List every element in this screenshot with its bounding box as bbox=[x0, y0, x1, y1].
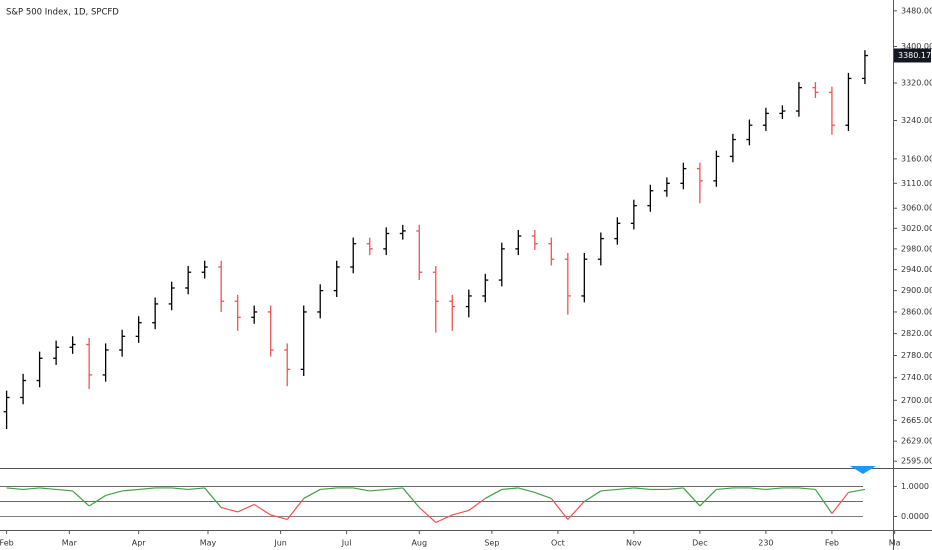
x-tick-label: Nov bbox=[626, 539, 642, 548]
x-tick-label: Jul bbox=[341, 539, 352, 548]
oscillator-segment bbox=[550, 498, 569, 520]
oscillator-segment bbox=[253, 503, 272, 516]
y-tick-label: 2980.00 bbox=[901, 244, 932, 253]
oscillator-segment bbox=[39, 487, 57, 491]
last-price-label: 3380.17 bbox=[898, 51, 931, 60]
y-tick-label: 2860.00 bbox=[901, 307, 932, 316]
oscillator-segment bbox=[485, 488, 503, 499]
oscillator-segment bbox=[188, 487, 205, 491]
oscillator-segment bbox=[270, 514, 288, 521]
oscillator-segment bbox=[88, 494, 106, 507]
oscillator-segment bbox=[682, 487, 701, 507]
y-tick-label: 3320.00 bbox=[901, 79, 932, 88]
oscillator-segment bbox=[369, 488, 387, 492]
oscillator-segment bbox=[848, 488, 866, 494]
chart-title: S&P 500 Index, 1D, SPCFD bbox=[6, 8, 119, 18]
y-tick-label: 2595.00 bbox=[901, 457, 932, 466]
oscillator-segment bbox=[23, 487, 40, 491]
oscillator-segment bbox=[237, 503, 255, 513]
last-price-box bbox=[894, 48, 931, 63]
oscillator-segment bbox=[468, 497, 486, 511]
y-tick-label: 3480.00 bbox=[901, 6, 932, 15]
oscillator-segment bbox=[171, 487, 189, 491]
oscillator-segment bbox=[831, 492, 849, 514]
oscillator-segment bbox=[105, 490, 123, 497]
marker bbox=[850, 466, 876, 474]
oscillator-segment bbox=[699, 489, 717, 507]
y-tick-label: 2940.00 bbox=[901, 265, 932, 274]
x-tick-label: Ma bbox=[889, 539, 901, 548]
y-tick-label: 2740.00 bbox=[901, 373, 932, 382]
x-tick-label: Feb bbox=[825, 539, 839, 548]
y-tick-label: 2900.00 bbox=[901, 286, 932, 295]
oscillator-segment bbox=[452, 509, 469, 516]
x-tick-label: Aug bbox=[411, 539, 427, 548]
oscillator-segment bbox=[534, 491, 552, 500]
oscillator-segment bbox=[765, 487, 783, 491]
oscillator-segment bbox=[122, 488, 139, 492]
y-tick-label: 3020.00 bbox=[901, 224, 932, 233]
oscillator-segment bbox=[418, 507, 437, 523]
x-tick-label: 230 bbox=[758, 539, 773, 548]
y-tick-label: 3160.00 bbox=[901, 154, 932, 163]
oscillator-segment bbox=[138, 487, 156, 491]
x-tick-label: Sep bbox=[484, 539, 499, 548]
x-tick-label: May bbox=[200, 539, 217, 548]
oscillator-segment bbox=[435, 514, 453, 524]
oscillator-segment bbox=[303, 488, 321, 499]
y-tick-label: 0.0000 bbox=[901, 512, 929, 521]
y-tick-label: 2629.00 bbox=[901, 437, 932, 446]
oscillator-segment bbox=[221, 506, 238, 513]
oscillator-segment bbox=[320, 487, 337, 491]
y-tick-label: 1.0000 bbox=[901, 482, 929, 491]
y-tick-label: 2700.00 bbox=[901, 396, 932, 405]
oscillator-segment bbox=[749, 487, 766, 491]
oscillator-segment bbox=[633, 487, 651, 491]
y-tick-label: 2820.00 bbox=[901, 329, 932, 338]
x-tick-label: Dec bbox=[692, 539, 707, 548]
oscillator-segment bbox=[666, 487, 684, 491]
y-tick-label: 2665.00 bbox=[901, 416, 932, 425]
oscillator-segment bbox=[286, 498, 305, 520]
oscillator-segment bbox=[72, 490, 90, 507]
oscillator-segment bbox=[204, 487, 222, 508]
oscillator-segment bbox=[6, 487, 24, 491]
oscillator-segment bbox=[56, 488, 73, 492]
y-tick-label: 3060.00 bbox=[901, 204, 932, 213]
y-tick-label: 2780.00 bbox=[901, 351, 932, 360]
oscillator-segment bbox=[501, 487, 519, 491]
x-tick-label: Feb bbox=[0, 539, 14, 548]
x-tick-label: Oct bbox=[551, 539, 565, 548]
oscillator-segment bbox=[518, 487, 535, 494]
oscillator-segment bbox=[386, 487, 403, 491]
oscillator-segment bbox=[798, 487, 816, 491]
oscillator-segment bbox=[617, 487, 634, 491]
oscillator-segment bbox=[600, 488, 618, 492]
oscillator-segment bbox=[716, 487, 733, 491]
oscillator-segment bbox=[567, 501, 585, 520]
y-tick-label: 3110.00 bbox=[901, 179, 932, 188]
oscillator-segment bbox=[402, 487, 420, 508]
x-tick-label: Jun bbox=[273, 539, 287, 548]
y-tick-label: 3400.00 bbox=[901, 42, 932, 51]
x-tick-label: Mar bbox=[62, 539, 78, 548]
oscillator-segment bbox=[584, 490, 602, 502]
y-tick-label: 3240.00 bbox=[901, 116, 932, 125]
oscillator-segment bbox=[353, 487, 370, 492]
oscillator-segment bbox=[814, 489, 833, 514]
x-tick-label: Apr bbox=[132, 539, 147, 548]
